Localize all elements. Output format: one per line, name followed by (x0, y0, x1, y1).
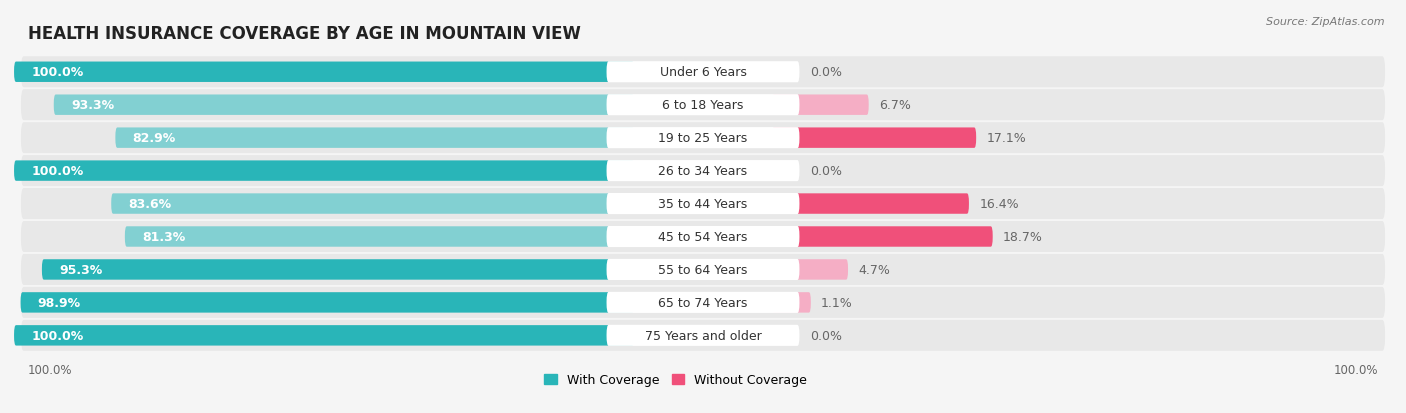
Text: 81.3%: 81.3% (142, 230, 186, 243)
FancyBboxPatch shape (125, 227, 634, 247)
Text: Under 6 Years: Under 6 Years (659, 66, 747, 79)
FancyBboxPatch shape (606, 325, 800, 346)
Text: 98.9%: 98.9% (38, 296, 82, 309)
FancyBboxPatch shape (606, 259, 800, 280)
Text: 100.0%: 100.0% (31, 165, 83, 178)
FancyBboxPatch shape (14, 325, 634, 346)
Text: 17.1%: 17.1% (987, 132, 1026, 145)
Text: 35 to 44 Years: 35 to 44 Years (658, 197, 748, 211)
Text: Source: ZipAtlas.com: Source: ZipAtlas.com (1267, 17, 1385, 26)
Text: 45 to 54 Years: 45 to 54 Years (658, 230, 748, 243)
Text: 0.0%: 0.0% (810, 329, 842, 342)
Text: 16.4%: 16.4% (979, 197, 1019, 211)
Text: 4.7%: 4.7% (858, 263, 890, 276)
Text: HEALTH INSURANCE COVERAGE BY AGE IN MOUNTAIN VIEW: HEALTH INSURANCE COVERAGE BY AGE IN MOUN… (28, 25, 581, 43)
FancyBboxPatch shape (42, 260, 634, 280)
FancyBboxPatch shape (21, 254, 1385, 285)
Text: 100.0%: 100.0% (1334, 363, 1378, 377)
FancyBboxPatch shape (21, 189, 1385, 219)
Text: 100.0%: 100.0% (31, 66, 83, 79)
Text: 6.7%: 6.7% (879, 99, 911, 112)
FancyBboxPatch shape (14, 161, 634, 181)
FancyBboxPatch shape (772, 128, 976, 149)
FancyBboxPatch shape (21, 221, 1385, 252)
FancyBboxPatch shape (21, 57, 1385, 88)
FancyBboxPatch shape (21, 123, 1385, 154)
Text: 18.7%: 18.7% (1002, 230, 1043, 243)
FancyBboxPatch shape (772, 194, 969, 214)
FancyBboxPatch shape (606, 292, 800, 313)
FancyBboxPatch shape (606, 161, 800, 182)
FancyBboxPatch shape (115, 128, 634, 149)
Text: 83.6%: 83.6% (128, 197, 172, 211)
FancyBboxPatch shape (606, 95, 800, 116)
FancyBboxPatch shape (772, 227, 993, 247)
FancyBboxPatch shape (772, 292, 811, 313)
FancyBboxPatch shape (21, 90, 1385, 121)
FancyBboxPatch shape (772, 95, 869, 116)
Text: 19 to 25 Years: 19 to 25 Years (658, 132, 748, 145)
FancyBboxPatch shape (14, 62, 634, 83)
Text: 0.0%: 0.0% (810, 165, 842, 178)
FancyBboxPatch shape (21, 320, 1385, 351)
FancyBboxPatch shape (111, 194, 634, 214)
Legend: With Coverage, Without Coverage: With Coverage, Without Coverage (538, 368, 811, 391)
Text: 26 to 34 Years: 26 to 34 Years (658, 165, 748, 178)
FancyBboxPatch shape (606, 62, 800, 83)
Text: 100.0%: 100.0% (28, 363, 72, 377)
Text: 55 to 64 Years: 55 to 64 Years (658, 263, 748, 276)
FancyBboxPatch shape (606, 128, 800, 149)
Text: 0.0%: 0.0% (810, 66, 842, 79)
Text: 82.9%: 82.9% (132, 132, 176, 145)
FancyBboxPatch shape (21, 292, 634, 313)
Text: 93.3%: 93.3% (70, 99, 114, 112)
Text: 6 to 18 Years: 6 to 18 Years (662, 99, 744, 112)
FancyBboxPatch shape (21, 287, 1385, 318)
FancyBboxPatch shape (21, 156, 1385, 187)
FancyBboxPatch shape (53, 95, 634, 116)
FancyBboxPatch shape (772, 260, 848, 280)
Text: 100.0%: 100.0% (31, 329, 83, 342)
Text: 75 Years and older: 75 Years and older (644, 329, 762, 342)
Text: 1.1%: 1.1% (821, 296, 853, 309)
Text: 65 to 74 Years: 65 to 74 Years (658, 296, 748, 309)
FancyBboxPatch shape (606, 226, 800, 247)
Text: 95.3%: 95.3% (59, 263, 103, 276)
FancyBboxPatch shape (606, 194, 800, 215)
